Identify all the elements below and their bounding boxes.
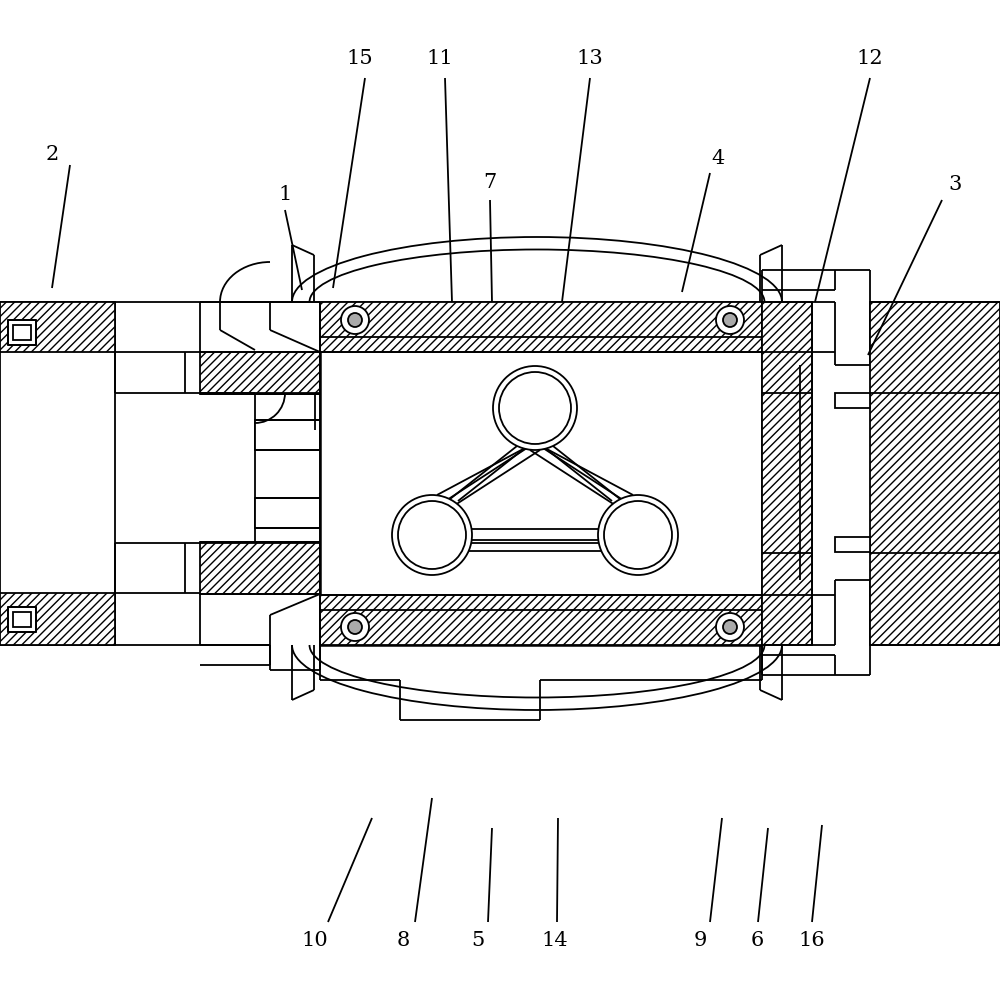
Bar: [255, 498, 320, 528]
Circle shape: [398, 501, 466, 569]
Circle shape: [598, 495, 678, 575]
Bar: [0, 593, 115, 645]
Text: 3: 3: [948, 176, 962, 195]
Text: 15: 15: [347, 49, 373, 68]
Circle shape: [723, 313, 737, 327]
Circle shape: [341, 613, 369, 641]
Circle shape: [341, 306, 369, 334]
Circle shape: [723, 620, 737, 634]
Text: 10: 10: [302, 930, 328, 949]
Bar: [13, 325, 31, 340]
Bar: [320, 302, 762, 352]
Circle shape: [499, 372, 571, 444]
Bar: [8, 320, 36, 345]
Text: 14: 14: [542, 930, 568, 949]
Text: 8: 8: [396, 930, 410, 949]
Text: 5: 5: [471, 930, 485, 949]
Bar: [835, 393, 870, 408]
Text: 11: 11: [427, 49, 453, 68]
Circle shape: [604, 501, 672, 569]
Circle shape: [392, 495, 472, 575]
Bar: [200, 352, 320, 394]
Bar: [762, 302, 812, 645]
Text: 12: 12: [857, 49, 883, 68]
Circle shape: [716, 306, 744, 334]
Bar: [200, 542, 320, 594]
Bar: [870, 302, 1000, 645]
Circle shape: [716, 613, 744, 641]
Circle shape: [348, 313, 362, 327]
Bar: [255, 420, 320, 450]
Text: 4: 4: [711, 148, 725, 168]
Bar: [13, 612, 31, 627]
Text: 6: 6: [750, 930, 764, 949]
Text: 16: 16: [799, 930, 825, 949]
Bar: [835, 537, 870, 552]
Bar: [320, 595, 762, 645]
Bar: [8, 607, 36, 632]
Circle shape: [348, 620, 362, 634]
Text: 9: 9: [693, 930, 707, 949]
Text: 13: 13: [577, 49, 603, 68]
Text: 7: 7: [483, 174, 497, 193]
Circle shape: [493, 366, 577, 450]
Text: 2: 2: [45, 145, 59, 164]
Bar: [0, 302, 115, 352]
Text: 1: 1: [278, 186, 292, 205]
